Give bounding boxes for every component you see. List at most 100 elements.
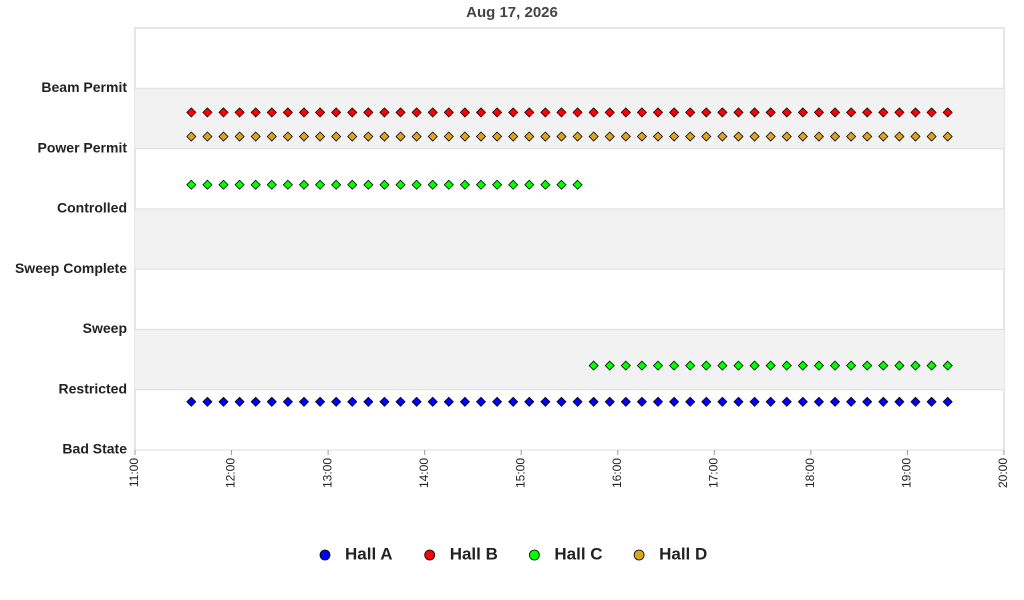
point (701, 131, 712, 142)
point (910, 396, 921, 407)
point (411, 396, 422, 407)
point (894, 360, 905, 371)
point (186, 179, 197, 190)
point (636, 360, 647, 371)
point (797, 107, 808, 118)
x-tick-label: 14:00 (417, 458, 431, 488)
point (395, 179, 406, 190)
point (717, 396, 728, 407)
point (524, 107, 535, 118)
point (781, 107, 792, 118)
x-tick-label: 15:00 (513, 458, 527, 488)
x-tick-label: 18:00 (803, 458, 817, 488)
point (250, 179, 261, 190)
y-tick-label: Power Permit (38, 139, 128, 155)
point (492, 396, 503, 407)
point (878, 396, 889, 407)
point (475, 131, 487, 142)
point (620, 131, 631, 142)
point (266, 179, 277, 190)
point (636, 107, 647, 118)
point (443, 179, 454, 190)
point (282, 107, 293, 118)
legend-label: Hall B (450, 544, 498, 563)
point (282, 179, 293, 190)
point (636, 131, 647, 142)
point (813, 107, 825, 118)
point (910, 131, 921, 142)
point (862, 107, 873, 118)
point (717, 131, 728, 142)
point (443, 107, 454, 118)
point (862, 131, 873, 142)
point (395, 107, 406, 118)
chart-title: Aug 17, 2026 (466, 4, 558, 21)
point (234, 107, 245, 118)
point (588, 131, 599, 142)
point (395, 396, 406, 407)
point (829, 396, 841, 407)
point (781, 396, 792, 407)
point (298, 107, 310, 118)
y-tick-label: Restricted (59, 380, 127, 396)
x-tick-label: 20:00 (996, 458, 1010, 488)
point (508, 131, 519, 142)
point (942, 360, 953, 371)
point (620, 360, 631, 371)
point (797, 131, 808, 142)
point (765, 107, 776, 118)
point (733, 131, 744, 142)
point (508, 179, 519, 190)
point (878, 131, 889, 142)
point (862, 360, 873, 371)
point (813, 131, 825, 142)
point (717, 107, 728, 118)
y-tick-label: Controlled (57, 200, 127, 216)
point (475, 396, 487, 407)
point (427, 179, 438, 190)
point (331, 131, 342, 142)
point (556, 131, 567, 142)
point (282, 131, 293, 142)
point (942, 396, 953, 407)
point (524, 396, 535, 407)
point (379, 179, 390, 190)
legend-marker (424, 549, 436, 561)
legend-label: Hall A (345, 544, 393, 563)
point (331, 107, 342, 118)
legend-marker (319, 549, 331, 561)
y-tick-label: Beam Permit (41, 79, 127, 95)
point (765, 360, 776, 371)
point (894, 396, 905, 407)
point (492, 107, 503, 118)
point (797, 396, 808, 407)
point (572, 131, 583, 142)
point (218, 179, 229, 190)
point (475, 179, 487, 190)
point (202, 107, 213, 118)
point (202, 131, 213, 142)
point (540, 179, 551, 190)
point (829, 360, 841, 371)
point (701, 360, 712, 371)
point (411, 107, 422, 118)
point (218, 131, 229, 142)
point (411, 131, 422, 142)
point (652, 396, 664, 407)
point (572, 396, 583, 407)
band (135, 88, 1004, 149)
point (797, 360, 808, 371)
point (604, 107, 615, 118)
point (652, 107, 664, 118)
point (459, 179, 470, 190)
point (669, 396, 680, 407)
point (813, 360, 825, 371)
point (540, 131, 551, 142)
point (314, 179, 326, 190)
point (218, 107, 229, 118)
point (186, 131, 197, 142)
point (363, 107, 374, 118)
point (604, 131, 615, 142)
point (427, 107, 438, 118)
